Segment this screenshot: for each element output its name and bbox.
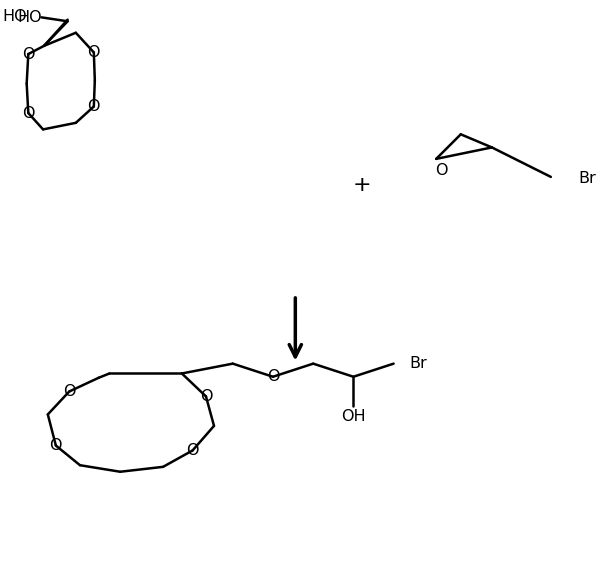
Text: HO: HO xyxy=(17,10,42,25)
Text: +: + xyxy=(353,175,371,195)
Text: O: O xyxy=(267,370,279,384)
Text: O: O xyxy=(88,99,100,114)
Text: O: O xyxy=(88,45,100,60)
Text: O: O xyxy=(435,163,448,178)
Text: HO: HO xyxy=(2,9,26,24)
Text: OH: OH xyxy=(341,408,366,423)
Text: Br: Br xyxy=(410,356,427,371)
Text: Br: Br xyxy=(579,171,596,186)
Text: O: O xyxy=(50,438,62,453)
Text: O: O xyxy=(63,384,76,399)
Text: O: O xyxy=(22,105,35,121)
Text: O: O xyxy=(22,46,35,62)
Text: O: O xyxy=(187,443,199,458)
Text: O: O xyxy=(200,389,212,404)
